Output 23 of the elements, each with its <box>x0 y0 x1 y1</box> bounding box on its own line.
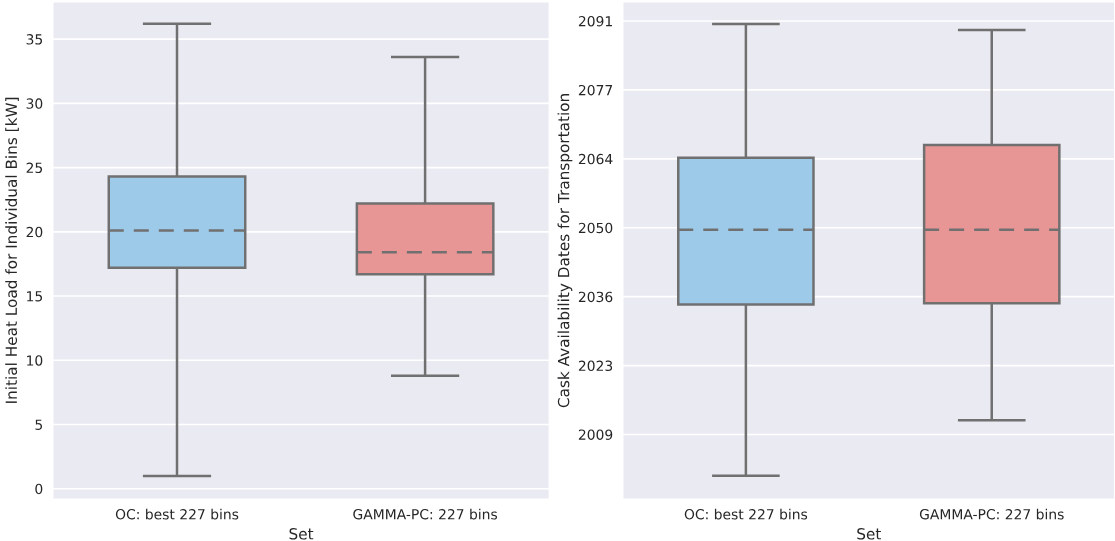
y-tick-label: 2064 <box>578 153 613 165</box>
y-tick-label: 2091 <box>578 15 612 27</box>
y-axis-title: Initial Heat Load for Individual Bins [kW] <box>5 97 19 403</box>
y-tick-label: 0 <box>35 483 43 495</box>
x-tick-label: GAMMA-PC: 227 bins <box>353 508 498 520</box>
y-tick-label: 30 <box>26 98 43 109</box>
x-axis-title: Set <box>289 528 314 540</box>
y-tick-label: 20 <box>26 226 43 238</box>
y-tick-label: 25 <box>26 162 43 174</box>
y-tick-label: 2050 <box>578 222 613 234</box>
x-tick-label: OC: best 227 bins <box>115 508 239 520</box>
x-tick-label: OC: best 227 bins <box>684 508 808 520</box>
x-tick-label: GAMMA-PC: 227 bins <box>919 508 1064 520</box>
y-tick-label: 2077 <box>578 84 613 96</box>
x-axis-title: Set <box>857 528 881 540</box>
y-tick-label: 2023 <box>578 360 613 372</box>
y-tick-label: 2009 <box>578 429 613 440</box>
y-tick-label: 15 <box>27 291 43 302</box>
y-tick-label: 35 <box>26 34 43 45</box>
y-axis-title: Cask Availability Dates for Transportation <box>557 94 573 408</box>
y-tick-label: 5 <box>35 419 43 430</box>
y-tick-label: 10 <box>27 355 43 366</box>
y-tick-label: 2036 <box>578 291 613 303</box>
